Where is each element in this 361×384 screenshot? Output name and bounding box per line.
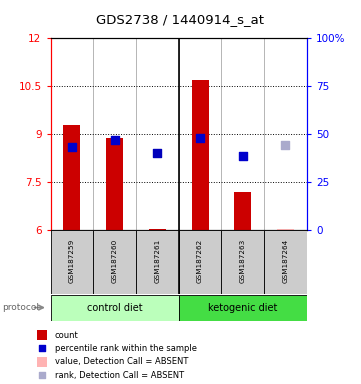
Text: GSM187259: GSM187259 xyxy=(69,239,75,283)
Point xyxy=(69,144,75,150)
Point xyxy=(39,346,45,352)
Point xyxy=(155,150,160,156)
Point xyxy=(283,142,288,148)
Point xyxy=(39,372,45,379)
Point xyxy=(197,135,203,141)
Text: GSM187263: GSM187263 xyxy=(240,239,246,283)
Point xyxy=(112,137,118,143)
Text: protocol: protocol xyxy=(2,303,39,312)
Text: GSM187261: GSM187261 xyxy=(155,239,160,283)
Bar xyxy=(106,137,123,230)
Point xyxy=(240,153,245,159)
Text: GSM187262: GSM187262 xyxy=(197,239,203,283)
Bar xyxy=(64,125,81,230)
Bar xyxy=(149,229,166,230)
Text: percentile rank within the sample: percentile rank within the sample xyxy=(55,344,197,353)
Text: control diet: control diet xyxy=(87,303,143,313)
Bar xyxy=(93,230,136,294)
Bar xyxy=(221,230,264,294)
Text: GSM187264: GSM187264 xyxy=(283,239,288,283)
Bar xyxy=(136,230,179,294)
Bar xyxy=(234,192,251,230)
Text: GSM187260: GSM187260 xyxy=(112,239,118,283)
Bar xyxy=(37,330,47,340)
Bar xyxy=(37,357,47,367)
Bar xyxy=(51,230,93,294)
Bar xyxy=(179,295,307,321)
Text: GDS2738 / 1440914_s_at: GDS2738 / 1440914_s_at xyxy=(96,13,265,26)
Bar xyxy=(277,229,294,230)
Text: count: count xyxy=(55,331,78,339)
Bar xyxy=(179,230,221,294)
Bar xyxy=(191,80,209,230)
Bar xyxy=(51,295,179,321)
Bar xyxy=(264,230,307,294)
Text: value, Detection Call = ABSENT: value, Detection Call = ABSENT xyxy=(55,358,188,366)
Text: ketogenic diet: ketogenic diet xyxy=(208,303,278,313)
Text: rank, Detection Call = ABSENT: rank, Detection Call = ABSENT xyxy=(55,371,184,380)
